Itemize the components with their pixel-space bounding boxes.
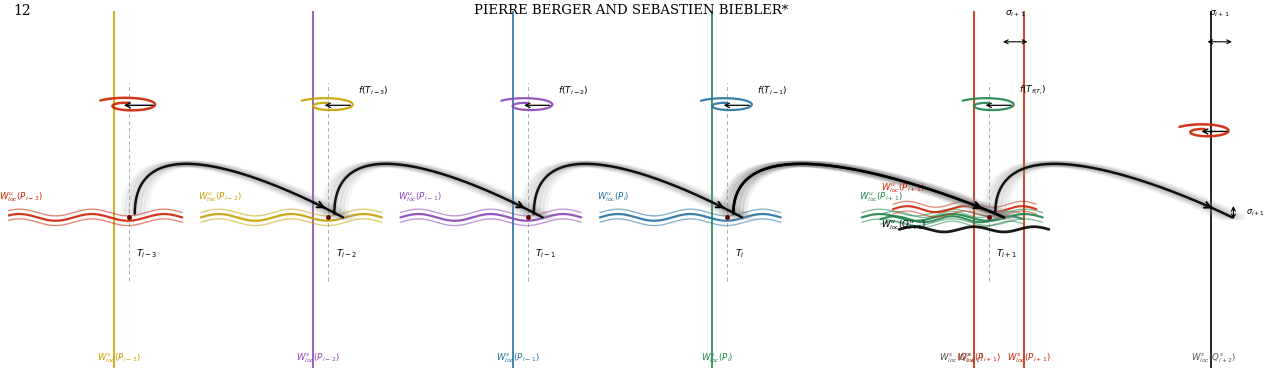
Text: $W^s_{loc}(P_i)$: $W^s_{loc}(P_i)$ [701,351,734,365]
Text: $W^u_{loc}(P_{i-3})$: $W^u_{loc}(P_{i-3})$ [0,190,43,204]
Text: $W^u_{loc}(P_i)$: $W^u_{loc}(P_i)$ [598,190,630,204]
Text: $f(T_{i-2})$: $f(T_{i-2})$ [557,84,588,97]
Text: $W^u_{loc}(P_{i-2})$: $W^u_{loc}(P_{i-2})$ [199,190,242,204]
Text: $W^s_{loc}(P_{i+1})$: $W^s_{loc}(P_{i+1})$ [1007,351,1050,365]
Text: $\sigma_{i+1}$: $\sigma_{i+1}$ [1245,207,1264,218]
Text: $W^u_{loc}(P_{i+1})$: $W^u_{loc}(P_{i+1})$ [881,182,925,195]
Text: $f(T_{f(T_i})$: $f(T_{f(T_i})$ [1019,84,1047,97]
Text: $W^s_{loc}(P_{i+1})$: $W^s_{loc}(P_{i+1})$ [957,351,1001,365]
Text: $T_{i-2}$: $T_{i-2}$ [336,247,357,260]
Text: $f(T_{i-3})$: $f(T_{i-3})$ [359,84,389,97]
Text: $W^s_{loc}(P_{i-1})$: $W^s_{loc}(P_{i-1})$ [495,351,540,365]
Text: 12: 12 [14,4,32,18]
Text: $f(T_{i-1})$: $f(T_{i-1})$ [758,84,788,97]
Text: $W^u_{loc}(P_{i+1})$: $W^u_{loc}(P_{i+1})$ [859,190,903,204]
Text: $W^u_{loc}(Q^u_{i+1})$: $W^u_{loc}(Q^u_{i+1})$ [881,219,926,232]
Text: $W^u_{loc}(P_{i-1})$: $W^u_{loc}(P_{i-1})$ [398,190,442,204]
Text: $W^s_{loc}(Q^s_{i+2})$: $W^s_{loc}(Q^s_{i+2})$ [1191,351,1237,365]
Text: $W^s_{loc}(P_{i-3})$: $W^s_{loc}(P_{i-3})$ [96,351,141,365]
Text: $T_{i-1}$: $T_{i-1}$ [535,247,556,260]
Text: $T_{i-3}$: $T_{i-3}$ [136,247,157,260]
Text: $\sigma_{i+1}$: $\sigma_{i+1}$ [1210,9,1230,20]
Text: $W^s_{loc}(P_{i-2})$: $W^s_{loc}(P_{i-2})$ [296,351,340,365]
Text: $T_{i+1}$: $T_{i+1}$ [996,247,1017,260]
Text: $\sigma_{i+1}$: $\sigma_{i+1}$ [1005,9,1025,20]
Text: $T_i$: $T_i$ [735,247,744,260]
Text: PIERRE BERGER AND SEBASTIEN BIEBLER*: PIERRE BERGER AND SEBASTIEN BIEBLER* [474,4,788,17]
Text: $W^s_{loc}(Q^s_{i+1})$: $W^s_{loc}(Q^s_{i+1})$ [939,351,984,365]
